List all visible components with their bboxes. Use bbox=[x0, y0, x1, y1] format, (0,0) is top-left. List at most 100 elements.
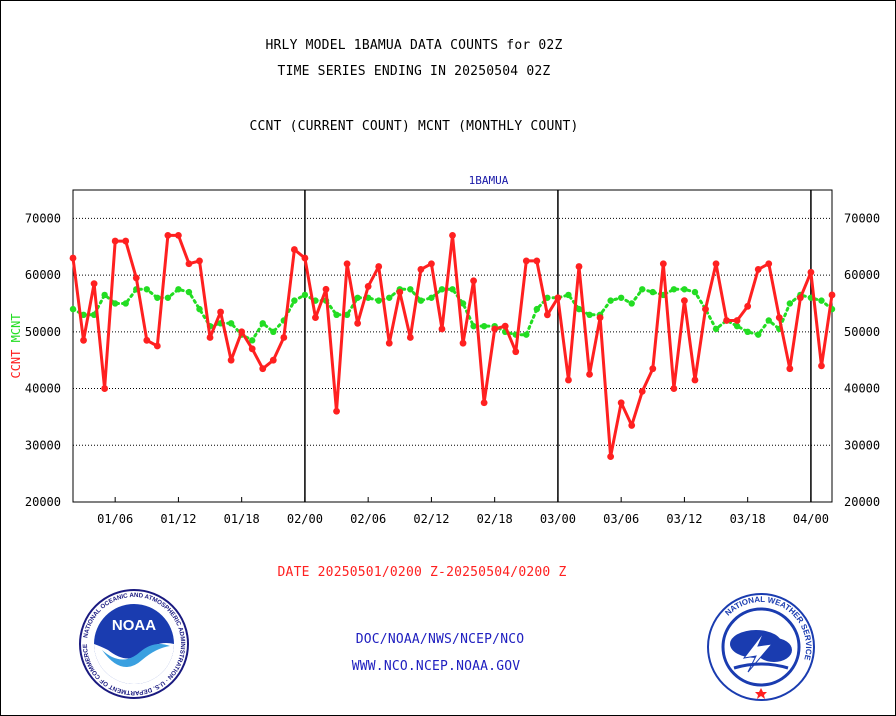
y-tick-label-right: 60000 bbox=[844, 268, 880, 282]
point-ccnt bbox=[354, 319, 362, 327]
nws-star-icon bbox=[755, 688, 767, 699]
point-ccnt bbox=[312, 314, 319, 322]
y-axis-label: CCNT MCNT bbox=[9, 313, 23, 378]
x-tick-label: 03/12 bbox=[666, 512, 702, 526]
point-mcnt bbox=[617, 294, 625, 301]
point-ccnt bbox=[164, 231, 172, 239]
point-ccnt bbox=[143, 336, 151, 344]
point-ccnt bbox=[343, 260, 351, 268]
point-mcnt bbox=[586, 311, 593, 318]
point-ccnt bbox=[269, 356, 277, 364]
point-ccnt bbox=[754, 266, 762, 273]
point-ccnt bbox=[196, 257, 203, 265]
y-axis-label-mcnt: MCNT bbox=[9, 313, 23, 349]
point-ccnt bbox=[649, 365, 657, 373]
x-tick-label: 02/06 bbox=[350, 512, 386, 526]
point-mcnt bbox=[154, 294, 161, 301]
point-mcnt bbox=[639, 286, 646, 293]
point-ccnt bbox=[586, 370, 593, 378]
point-mcnt bbox=[291, 297, 298, 304]
point-ccnt bbox=[69, 254, 77, 262]
point-mcnt bbox=[185, 288, 193, 296]
point-mcnt bbox=[175, 286, 182, 293]
point-ccnt bbox=[280, 334, 288, 341]
point-ccnt bbox=[238, 328, 246, 336]
y-tick-label-left: 60000 bbox=[25, 268, 61, 282]
point-ccnt bbox=[449, 231, 456, 239]
chart-title-line-2: TIME SERIES ENDING IN 20250504 02Z bbox=[277, 64, 551, 79]
point-mcnt bbox=[270, 328, 277, 336]
y-axis-label-ccnt: CCNT bbox=[9, 350, 23, 379]
point-ccnt bbox=[217, 308, 224, 316]
point-ccnt bbox=[480, 399, 488, 407]
website-link[interactable]: WWW.NCO.NCEP.NOAA.GOV bbox=[351, 659, 521, 674]
point-ccnt bbox=[607, 453, 615, 461]
point-mcnt bbox=[428, 294, 435, 301]
point-mcnt bbox=[681, 286, 688, 293]
y-tick-label-right: 20000 bbox=[844, 495, 880, 509]
point-ccnt bbox=[322, 285, 330, 293]
series-line-ccnt bbox=[71, 233, 834, 459]
point-ccnt bbox=[744, 302, 752, 310]
x-tick-label: 01/18 bbox=[224, 512, 260, 526]
point-mcnt bbox=[407, 286, 414, 293]
point-ccnt bbox=[459, 339, 467, 347]
point-ccnt bbox=[522, 257, 530, 265]
point-ccnt bbox=[775, 314, 783, 322]
point-ccnt bbox=[691, 376, 699, 384]
nws-logo: NATIONAL WEATHER SERVICE bbox=[707, 593, 815, 701]
point-mcnt bbox=[196, 305, 203, 313]
point-ccnt bbox=[670, 385, 678, 392]
point-mcnt bbox=[249, 337, 256, 344]
chart-subtitle: CCNT (CURRENT COUNT) MCNT (MONTHLY COUNT… bbox=[249, 119, 579, 134]
point-ccnt bbox=[438, 325, 446, 333]
chart-title-line-1: HRLY MODEL 1BAMUA DATA COUNTS for 02Z bbox=[265, 38, 563, 53]
point-mcnt bbox=[733, 322, 741, 330]
point-mcnt bbox=[755, 331, 762, 338]
point-mcnt bbox=[649, 288, 656, 296]
point-ccnt bbox=[575, 263, 583, 270]
point-ccnt bbox=[90, 280, 98, 287]
point-ccnt bbox=[554, 294, 562, 302]
point-ccnt bbox=[385, 339, 393, 347]
point-mcnt bbox=[354, 294, 361, 301]
point-mcnt bbox=[523, 331, 530, 338]
point-ccnt bbox=[491, 325, 499, 333]
point-mcnt bbox=[786, 300, 794, 307]
point-ccnt bbox=[818, 362, 825, 370]
y-tick-label-left: 40000 bbox=[25, 382, 61, 396]
point-ccnt bbox=[301, 254, 309, 262]
point-mcnt bbox=[301, 291, 309, 299]
point-mcnt bbox=[575, 305, 583, 313]
point-ccnt bbox=[111, 237, 119, 245]
date-range-label: DATE 20250501/0200 Z-20250504/0200 Z bbox=[277, 565, 567, 580]
point-ccnt bbox=[470, 277, 477, 285]
plot-area bbox=[72, 189, 833, 503]
point-mcnt bbox=[227, 320, 235, 327]
point-mcnt bbox=[122, 300, 129, 307]
point-ccnt bbox=[807, 268, 815, 276]
point-ccnt bbox=[80, 336, 87, 344]
point-ccnt bbox=[364, 283, 372, 290]
point-mcnt bbox=[69, 305, 77, 313]
point-ccnt bbox=[617, 399, 625, 407]
y-tick-label-right: 40000 bbox=[844, 382, 880, 396]
y-tick-label-right: 50000 bbox=[844, 325, 880, 339]
point-mcnt bbox=[670, 286, 678, 293]
point-ccnt bbox=[628, 422, 636, 429]
point-ccnt bbox=[227, 356, 235, 364]
point-mcnt bbox=[101, 291, 108, 299]
point-ccnt bbox=[796, 294, 804, 302]
point-ccnt bbox=[375, 263, 383, 270]
plot-title: 1BAMUA bbox=[469, 174, 509, 187]
point-ccnt bbox=[206, 334, 214, 341]
point-ccnt bbox=[659, 260, 667, 268]
point-ccnt bbox=[828, 291, 836, 299]
point-ccnt bbox=[638, 387, 646, 395]
point-mcnt bbox=[417, 297, 425, 304]
y-tick-label-right: 30000 bbox=[844, 438, 880, 452]
point-ccnt bbox=[565, 376, 572, 384]
point-ccnt bbox=[333, 407, 340, 415]
point-ccnt bbox=[533, 257, 541, 265]
